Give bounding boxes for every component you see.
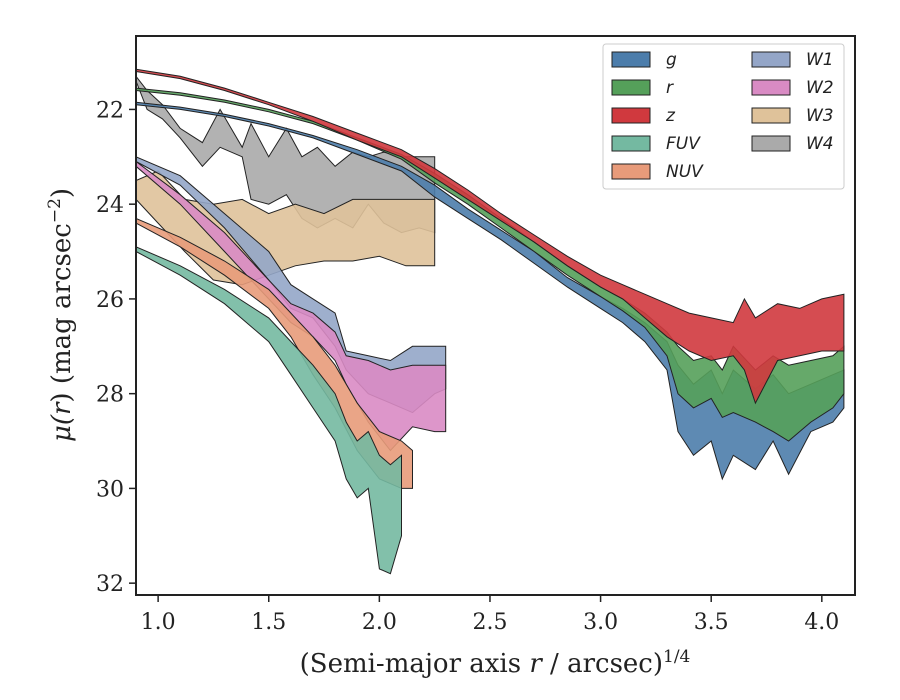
x-axis-ticks: 1.0 1.5 2.0 2.5 3.0 3.5 4.0 <box>141 595 839 635</box>
series-band-g <box>136 101 845 481</box>
y-axis-label: μ(r) (mag arcsec−2) <box>45 188 77 442</box>
y-axis-ticks: 22 24 26 28 30 32 <box>96 98 136 597</box>
series-band-fuv <box>136 246 402 575</box>
x-tick-label: 2.5 <box>472 610 507 635</box>
x-axis-label: (Semi-major axis r / arcsec)1/4 <box>300 647 691 679</box>
legend-label-w4: W4 <box>806 134 834 154</box>
legend-swatch-r <box>611 79 651 96</box>
y-tick-label: 28 <box>96 383 124 408</box>
legend-label-w1: W1 <box>806 50 834 70</box>
y-tick-label: 26 <box>96 288 124 313</box>
legend-label-w3: W3 <box>806 106 834 126</box>
legend-swatch-z <box>611 107 651 124</box>
legend-label-nuv: NUV <box>666 162 704 182</box>
series-band-z <box>136 68 845 405</box>
x-tick-label: 4.0 <box>804 610 839 635</box>
legend-label-z: z <box>665 106 676 126</box>
legend: grz FUV NUV W1 W2 W3 W4 <box>602 43 845 190</box>
x-tick-label: 1.0 <box>141 610 176 635</box>
y-tick-label: 24 <box>96 193 124 218</box>
x-tick-label: 1.5 <box>251 610 286 635</box>
legend-swatch-w2 <box>751 79 791 96</box>
series-layer <box>136 68 845 575</box>
legend-swatch-g <box>611 51 651 68</box>
legend-label-fuv: FUV <box>666 134 701 154</box>
x-tick-label: 3.0 <box>583 610 618 635</box>
legend-swatch-w3 <box>751 107 791 124</box>
y-tick-label: 32 <box>96 572 124 597</box>
x-tick-label: 2.0 <box>362 610 397 635</box>
y-tick-label: 30 <box>96 477 124 502</box>
legend-swatch-nuv <box>611 163 651 180</box>
plot-frame <box>135 35 856 596</box>
x-tick-label: 3.5 <box>694 610 729 635</box>
legend-swatch-w1 <box>751 51 791 68</box>
legend-swatch-fuv <box>611 135 651 152</box>
legend-label-g: g <box>666 50 677 70</box>
legend-swatch-w4 <box>751 135 791 152</box>
y-tick-label: 22 <box>96 98 124 123</box>
legend-label-r: r <box>666 78 674 98</box>
legend-label-w2: W2 <box>806 78 834 98</box>
